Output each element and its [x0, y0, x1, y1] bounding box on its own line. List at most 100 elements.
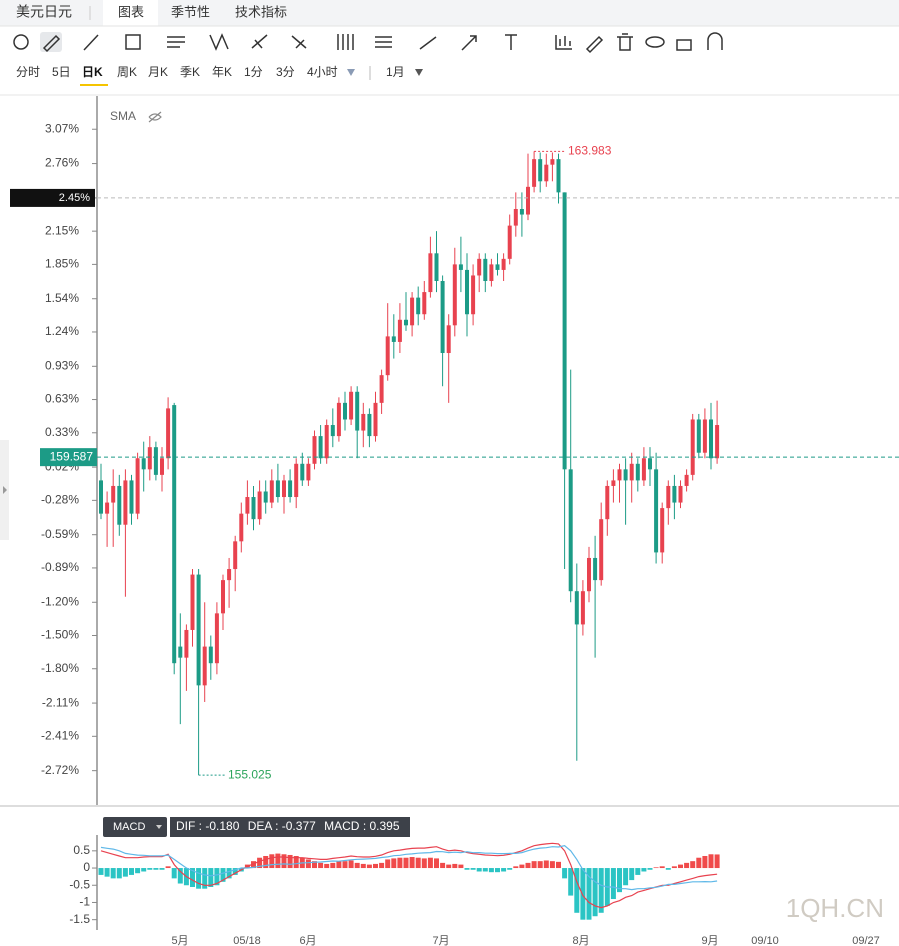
timeframe[interactable]: 4小时 — [307, 65, 338, 79]
candle-body — [519, 208, 524, 215]
tool-icon[interactable] — [13, 34, 29, 50]
macd-bar — [269, 854, 275, 869]
candle-body — [147, 447, 152, 470]
candle-body — [501, 258, 506, 270]
candle-body — [513, 208, 518, 226]
candle-body — [428, 253, 433, 293]
y-tick-label: 1.54% — [45, 291, 79, 305]
macd-bar — [373, 863, 378, 869]
candle-body — [641, 458, 646, 481]
macd-bar — [635, 868, 641, 875]
timeframe-active[interactable]: 日K — [82, 65, 103, 79]
tool-icon[interactable] — [167, 36, 185, 48]
y-tick-label: 0.33% — [45, 425, 79, 439]
tool-icon[interactable] — [419, 36, 437, 50]
timeframe[interactable]: 季K — [180, 65, 200, 79]
tool-icon[interactable] — [251, 34, 268, 49]
macd-bar — [214, 868, 220, 886]
y-tick-label: -2.41% — [41, 728, 79, 742]
candle-body — [123, 480, 128, 525]
candle-body — [648, 458, 652, 470]
tool-icon[interactable] — [461, 35, 477, 51]
candle-body — [550, 159, 555, 165]
tool-icon[interactable] — [125, 34, 141, 50]
timeframe[interactable]: 年K — [212, 65, 232, 79]
candle-body — [404, 319, 408, 326]
tool-icon[interactable] — [42, 34, 61, 53]
dropdown-arrow[interactable] — [415, 69, 423, 76]
timeframe[interactable]: 5日 — [52, 65, 71, 79]
candle-body — [336, 402, 341, 437]
tool-icon[interactable] — [209, 33, 229, 51]
macd-bar — [226, 868, 232, 879]
tool-icon[interactable] — [585, 35, 604, 54]
timeframe[interactable]: 1分 — [244, 65, 263, 79]
visibility-icon[interactable] — [148, 111, 162, 123]
macd-bar — [513, 866, 519, 869]
candle-body — [373, 402, 378, 437]
timeframe[interactable]: 周K — [117, 65, 137, 79]
candle-body — [568, 469, 573, 592]
x-tick-label: 5月 — [171, 935, 188, 946]
candle-body — [654, 469, 659, 553]
tool-icon[interactable] — [645, 36, 665, 48]
candle-body — [715, 425, 720, 459]
candle-body — [312, 436, 317, 464]
tool-icon[interactable] — [555, 35, 572, 50]
macd-bar — [348, 860, 354, 869]
macd-bar — [696, 857, 702, 869]
timeframe[interactable]: 分时 — [16, 65, 40, 79]
tool-icon[interactable] — [505, 34, 517, 50]
macd-bar — [385, 859, 391, 869]
y-tick-label: -2.72% — [41, 763, 79, 777]
tool-icon[interactable] — [83, 34, 99, 51]
y-tick-label: -1.80% — [41, 661, 79, 675]
macd-bar — [177, 868, 183, 884]
low-label: 155.025 — [228, 767, 272, 781]
macd-bar — [446, 864, 452, 869]
tool-icon[interactable] — [375, 36, 392, 48]
macd-bar — [598, 868, 604, 913]
macd-bar — [617, 868, 622, 893]
tab[interactable]: 技术指标 — [235, 4, 287, 19]
candle-body — [623, 469, 628, 481]
tool-icon[interactable] — [291, 35, 307, 49]
macd-bar — [549, 861, 555, 869]
tool-icon[interactable] — [617, 33, 633, 51]
candle-body — [135, 458, 140, 514]
timeframe[interactable]: 3分 — [276, 65, 295, 79]
candle-body — [367, 413, 372, 437]
macd-bar — [153, 868, 159, 870]
candle-body — [458, 264, 463, 270]
macd-bar — [135, 868, 141, 874]
tool-icon[interactable] — [337, 34, 354, 50]
candle-body — [696, 419, 701, 453]
candle-body — [166, 408, 171, 459]
macd-bar — [305, 859, 311, 869]
macd-bar — [684, 862, 690, 869]
macd-bar — [507, 868, 513, 870]
macd-bar — [330, 862, 336, 869]
dropdown-arrow[interactable] — [347, 69, 355, 76]
macd-bar — [470, 868, 476, 870]
tab[interactable]: 图表 — [118, 4, 144, 19]
candle-body — [471, 275, 476, 315]
candle-body — [269, 480, 274, 503]
macd-bar — [690, 861, 696, 869]
candle-body — [178, 646, 183, 658]
range[interactable]: 1月 — [386, 65, 405, 79]
y-tick-label: -1.5 — [69, 912, 90, 926]
macd-bar — [287, 854, 293, 869]
tool-icon[interactable] — [707, 32, 723, 50]
macd-button[interactable] — [103, 817, 167, 837]
watermark: 1QH.CN — [786, 893, 884, 923]
tool-icon[interactable] — [676, 39, 692, 51]
candle-body — [574, 591, 579, 625]
candle-body — [580, 591, 585, 625]
candle-body — [300, 463, 305, 481]
current-price-label: 159.587 — [50, 449, 94, 463]
high-label: 163.983 — [568, 144, 612, 158]
macd-bar — [171, 868, 177, 879]
tab[interactable]: 季节性 — [171, 4, 210, 19]
timeframe[interactable]: 月K — [148, 65, 168, 79]
